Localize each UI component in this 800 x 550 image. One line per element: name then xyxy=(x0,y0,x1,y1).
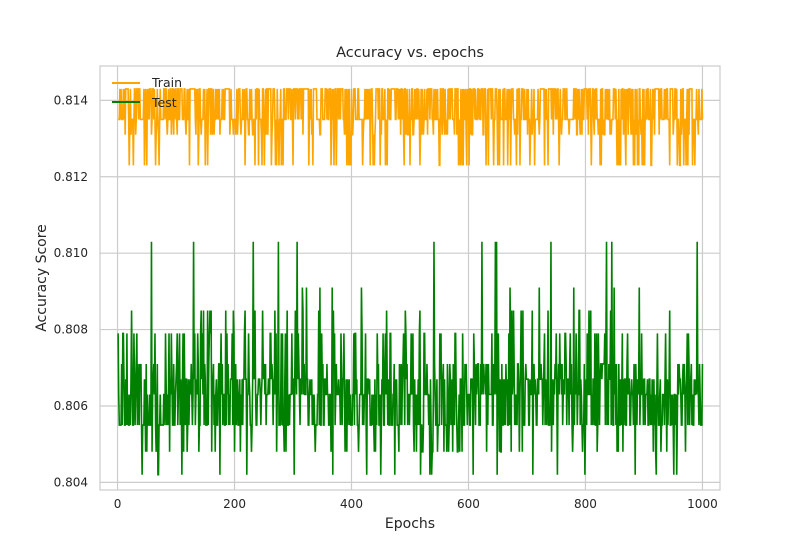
legend-label-train: Train xyxy=(151,75,182,90)
y-tick-label: 0.812 xyxy=(54,170,88,184)
y-tick-label: 0.806 xyxy=(54,399,88,413)
legend: Train Test xyxy=(112,75,182,110)
legend-label-test: Test xyxy=(151,95,177,110)
y-tick-label: 0.810 xyxy=(54,246,88,260)
x-tick-label: 800 xyxy=(574,497,597,511)
x-tick-label: 600 xyxy=(457,497,480,511)
chart-title: Accuracy vs. epochs xyxy=(336,45,484,61)
y-axis-ticks: 0.804 0.806 0.808 0.810 0.812 0.814 xyxy=(54,93,88,489)
x-tick-label: 1000 xyxy=(687,497,718,511)
x-axis-label: Epochs xyxy=(385,516,435,532)
y-tick-label: 0.804 xyxy=(54,475,88,489)
x-tick-label: 400 xyxy=(340,497,363,511)
plot-frame xyxy=(99,65,721,491)
x-tick-label: 0 xyxy=(114,497,122,511)
y-tick-label: 0.808 xyxy=(54,323,88,337)
y-tick-label: 0.814 xyxy=(54,93,88,107)
x-axis-ticks: 0 200 400 600 800 1000 xyxy=(114,497,718,511)
y-axis-label: Accuracy Score xyxy=(34,224,50,332)
x-tick-label: 200 xyxy=(223,497,246,511)
series-line-train xyxy=(118,88,704,167)
series-lines xyxy=(117,88,704,476)
series-line-test xyxy=(117,241,704,476)
